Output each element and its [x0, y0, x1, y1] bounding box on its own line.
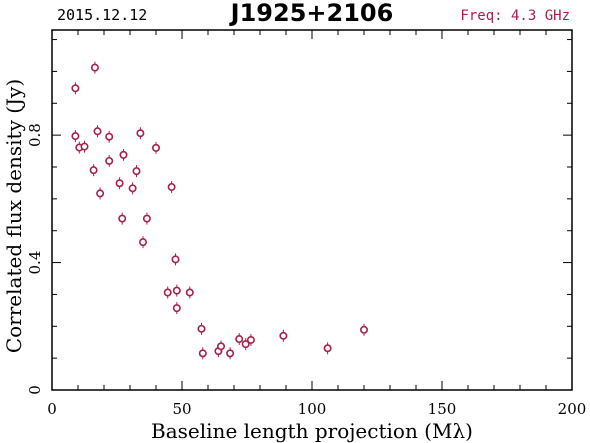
- data-point: [132, 165, 141, 178]
- point-marker: [96, 189, 105, 198]
- point-marker: [71, 132, 80, 141]
- point-marker: [171, 255, 180, 264]
- data-point: [241, 338, 250, 351]
- data-point: [80, 140, 89, 153]
- point-marker: [80, 142, 89, 151]
- data-point: [89, 164, 98, 177]
- data-point: [197, 322, 206, 335]
- data-point: [323, 342, 332, 355]
- point-marker: [118, 214, 127, 223]
- y-tick-label: 0.4: [26, 251, 44, 275]
- point-marker: [323, 344, 332, 353]
- data-point: [279, 329, 288, 342]
- point-marker: [71, 84, 80, 93]
- y-tick-label: 0.8: [26, 123, 44, 147]
- point-marker: [142, 214, 151, 223]
- data-point: [115, 177, 124, 190]
- data-point: [185, 286, 194, 299]
- point-marker: [132, 167, 141, 176]
- point-marker: [198, 349, 207, 358]
- data-point: [105, 130, 114, 143]
- data-point: [139, 236, 148, 249]
- data-point: [172, 302, 181, 315]
- data-point: [163, 286, 172, 299]
- data-point: [226, 347, 235, 360]
- chart-frequency: Freq: 4.3 GHz: [460, 8, 570, 24]
- y-axis-label: Correlated flux density (Jy): [2, 79, 26, 353]
- point-marker: [128, 184, 137, 193]
- x-tick-label: 200: [558, 400, 587, 418]
- data-point: [90, 61, 99, 74]
- point-marker: [163, 288, 172, 297]
- point-marker: [172, 286, 181, 295]
- point-marker: [139, 238, 148, 247]
- point-marker: [246, 335, 255, 344]
- point-marker: [152, 143, 161, 152]
- data-point: [96, 187, 105, 200]
- plot-frame: [51, 29, 573, 391]
- data-point: [93, 125, 102, 138]
- point-marker: [119, 150, 128, 159]
- point-marker: [172, 304, 181, 313]
- x-tick-label: 0: [47, 400, 57, 418]
- point-marker: [217, 342, 226, 351]
- data-point: [152, 141, 161, 154]
- point-marker: [93, 127, 102, 136]
- point-marker: [90, 63, 99, 72]
- point-marker: [105, 156, 114, 165]
- x-tick-label: 100: [298, 400, 327, 418]
- data-point: [167, 181, 176, 194]
- y-axis: 0 0.4 0.8: [26, 39, 572, 395]
- point-marker: [197, 324, 206, 333]
- data-point: [128, 182, 137, 195]
- data-point: [172, 284, 181, 297]
- data-point: [71, 130, 80, 143]
- data-point: [198, 347, 207, 360]
- x-axis: 0 50 100 150 200: [47, 30, 586, 418]
- chart-title: J1925+2106: [229, 0, 394, 27]
- data-point: [235, 333, 244, 346]
- point-marker: [89, 166, 98, 175]
- point-marker: [279, 331, 288, 340]
- point-marker: [115, 179, 124, 188]
- x-tick-label: 150: [428, 400, 457, 418]
- data-point: [71, 82, 80, 95]
- point-marker: [235, 335, 244, 344]
- point-marker: [105, 132, 114, 141]
- data-point: [142, 212, 151, 225]
- chart-date: 2015.12.12: [57, 6, 147, 24]
- data-point: [118, 212, 127, 225]
- x-axis-label: Baseline length projection (Mλ): [151, 419, 473, 443]
- y-tick-label: 0: [26, 385, 44, 395]
- point-marker: [185, 288, 194, 297]
- data-point: [136, 127, 145, 140]
- data-point: [217, 340, 226, 353]
- point-marker: [359, 325, 368, 334]
- point-marker: [226, 349, 235, 358]
- x-tick-label: 50: [172, 400, 191, 418]
- point-marker: [167, 183, 176, 192]
- data-point: [246, 333, 255, 346]
- data-point: [359, 323, 368, 336]
- data-point: [119, 148, 128, 161]
- data-points: [71, 61, 368, 360]
- point-marker: [241, 340, 250, 349]
- data-point: [105, 154, 114, 167]
- data-point: [171, 253, 180, 266]
- point-marker: [136, 129, 145, 138]
